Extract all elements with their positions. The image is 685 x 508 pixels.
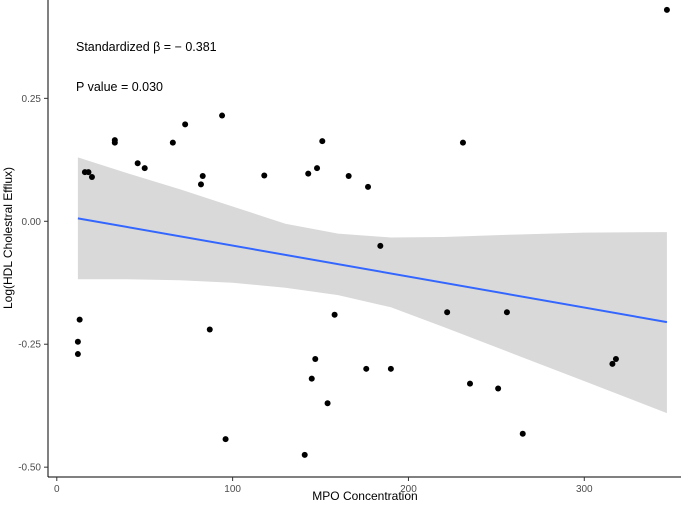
- data-point: [85, 169, 92, 176]
- y-tick-label: 0.25: [22, 94, 42, 105]
- data-point: [363, 365, 370, 372]
- x-tick-label: 0: [54, 484, 60, 495]
- data-point: [324, 400, 331, 407]
- y-tick-label: -0.25: [18, 340, 41, 351]
- plot-panel: [74, 6, 670, 458]
- data-point: [467, 380, 473, 387]
- data-point: [134, 160, 141, 167]
- data-point: [345, 173, 352, 180]
- data-point: [74, 338, 81, 345]
- data-points: [74, 6, 670, 458]
- data-point: [365, 183, 372, 190]
- data-point: [141, 165, 148, 172]
- data-point: [503, 309, 510, 316]
- data-point: [459, 139, 466, 146]
- x-tick-label: 100: [224, 484, 241, 495]
- data-point: [331, 311, 338, 318]
- data-point: [206, 326, 213, 333]
- data-point: [261, 172, 268, 179]
- data-point: [612, 355, 619, 362]
- y-tick-label: 0.00: [22, 217, 42, 228]
- data-point: [169, 139, 176, 146]
- data-point: [222, 436, 229, 443]
- data-point: [377, 242, 384, 249]
- y-axis-title: Log(HDL Cholestral Efflux): [1, 167, 15, 309]
- annotation-beta: Standardized β = − 0.381: [76, 40, 217, 54]
- data-point: [609, 360, 616, 367]
- data-point: [301, 451, 308, 458]
- data-point: [182, 121, 189, 128]
- data-point: [308, 375, 315, 382]
- data-point: [387, 365, 394, 372]
- data-point: [312, 355, 319, 362]
- confidence-band: [77, 157, 667, 414]
- data-point: [199, 173, 206, 180]
- x-tick-label: 300: [576, 484, 593, 495]
- data-point: [319, 138, 326, 145]
- data-point: [111, 139, 118, 146]
- regression-line: [77, 217, 668, 324]
- axes: 0 100 200 300 0.25 0.00 -0.25 -0.50: [18, 0, 681, 495]
- data-point: [76, 316, 83, 323]
- data-point: [495, 385, 502, 392]
- data-point: [219, 112, 226, 119]
- y-tick-label: -0.50: [18, 463, 41, 474]
- data-point: [88, 174, 95, 181]
- x-axis-title: MPO Concentration: [312, 489, 417, 503]
- x-tick-label: 200: [400, 484, 417, 495]
- data-point: [444, 309, 451, 316]
- data-point: [663, 6, 670, 13]
- data-point: [197, 181, 204, 188]
- x-axis-ticks: 0 100 200 300: [54, 477, 593, 495]
- y-axis-ticks: 0.25 0.00 -0.25 -0.50: [18, 94, 48, 474]
- annotation-p-value: P value = 0.030: [76, 80, 163, 94]
- data-point: [519, 430, 526, 437]
- data-point: [305, 170, 312, 177]
- data-point: [74, 351, 81, 358]
- data-point: [314, 165, 321, 172]
